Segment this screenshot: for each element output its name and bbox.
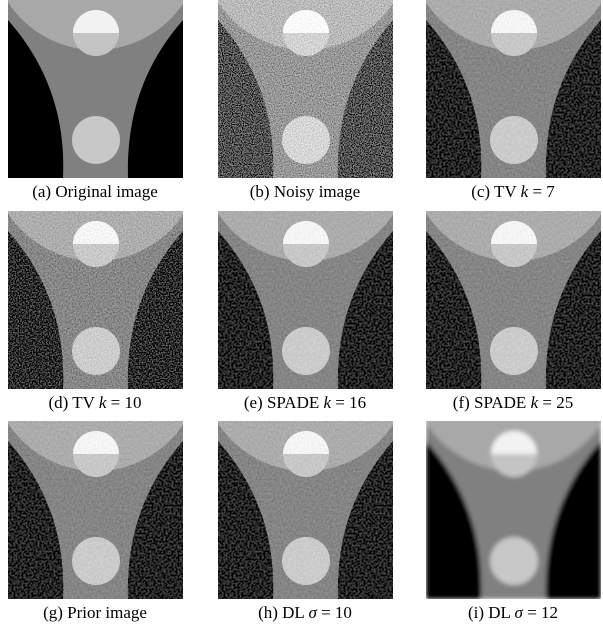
caption: (a) Original image (0, 182, 190, 202)
caption: (h) DL σ = 10 (210, 603, 400, 623)
panel-image (8, 211, 183, 389)
caption: (c) TV k = 7 (418, 182, 603, 202)
panel-image (218, 421, 393, 599)
phantom (8, 421, 183, 599)
panel: (e) SPADE k = 16 (210, 211, 400, 413)
panel-image (426, 421, 601, 599)
caption: (g) Prior image (0, 603, 190, 623)
panel: (c) TV k = 7 (418, 0, 603, 202)
caption-value: = 10 (110, 393, 142, 412)
caption-text: (i) DL (467, 603, 511, 622)
panel: (a) Original image (0, 0, 190, 202)
phantom (218, 421, 393, 599)
caption-var: σ (514, 603, 523, 622)
caption: (e) SPADE k = 16 (210, 393, 400, 413)
caption: (b) Noisy image (210, 182, 400, 202)
panel: (h) DL σ = 10 (210, 421, 400, 623)
caption: (f) SPADE k = 25 (418, 393, 603, 413)
panel-image (426, 211, 601, 389)
caption-text: (f) SPADE (452, 393, 527, 412)
caption-var: σ (308, 603, 317, 622)
caption-text: (g) Prior image (43, 603, 147, 622)
panel-image (426, 0, 601, 178)
phantom (426, 421, 601, 599)
caption-text: (d) TV (48, 393, 95, 412)
caption-value: = 25 (542, 393, 574, 412)
caption-value: = 12 (527, 603, 559, 622)
caption-var: k (98, 393, 107, 412)
panel-image (8, 0, 183, 178)
caption-var: k (520, 182, 529, 201)
phantom (8, 211, 183, 389)
panel-image (218, 0, 393, 178)
panel: (f) SPADE k = 25 (418, 211, 603, 413)
phantom (8, 0, 183, 178)
panel-image (218, 211, 393, 389)
caption-text: (a) Original image (32, 182, 158, 201)
caption-var: k (530, 393, 539, 412)
caption: (i) DL σ = 12 (418, 603, 603, 623)
caption: (d) TV k = 10 (0, 393, 190, 413)
panel: (d) TV k = 10 (0, 211, 190, 413)
panel: (i) DL σ = 12 (418, 421, 603, 623)
caption-value: = 10 (321, 603, 352, 622)
phantom (426, 211, 601, 389)
caption-text: (e) SPADE (243, 393, 320, 412)
phantom (218, 211, 393, 389)
caption-value: = 7 (532, 182, 555, 201)
caption-value: = 16 (335, 393, 367, 412)
panel: (g) Prior image (0, 421, 190, 623)
caption-text: (h) DL (258, 603, 305, 622)
caption-text: (b) Noisy image (249, 182, 361, 201)
phantom (426, 0, 601, 178)
panel-image (8, 421, 183, 599)
phantom (218, 0, 393, 178)
panel: (b) Noisy image (210, 0, 400, 202)
caption-text: (c) TV (471, 182, 517, 201)
caption-var: k (323, 393, 332, 412)
